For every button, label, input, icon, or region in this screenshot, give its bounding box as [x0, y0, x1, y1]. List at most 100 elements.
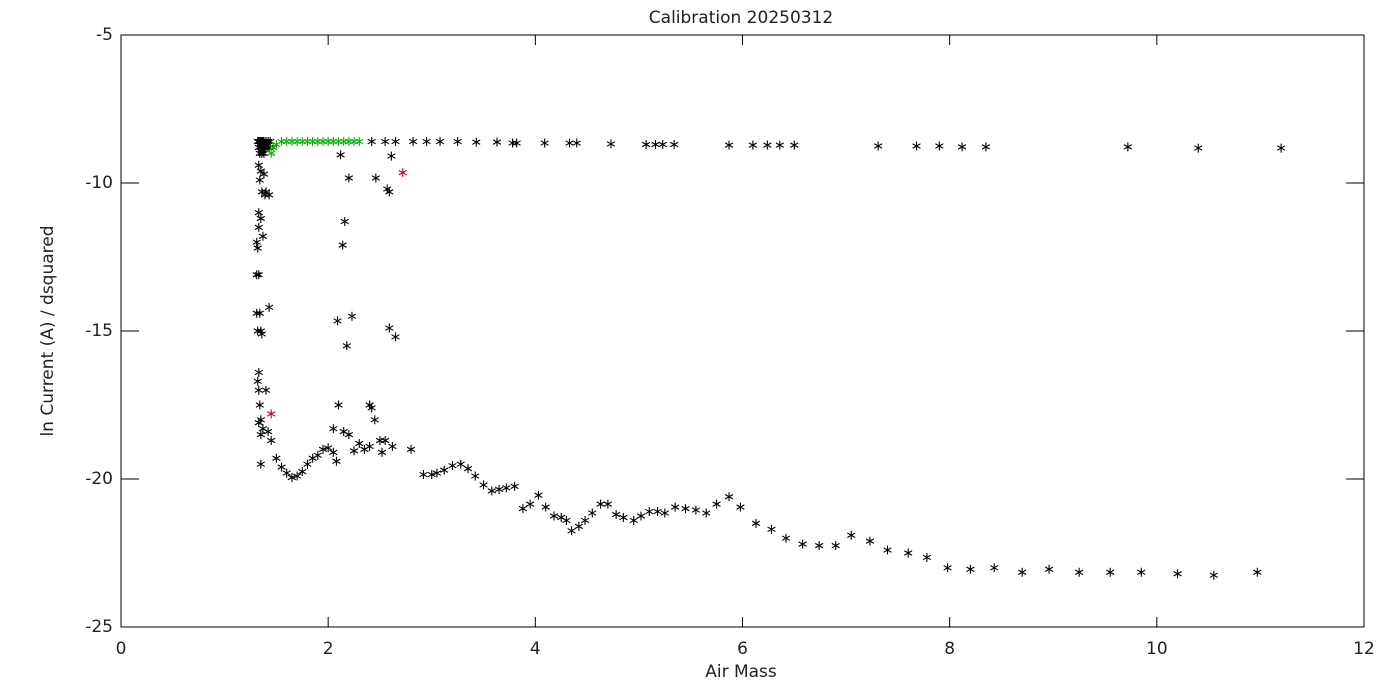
- scatter-point: [580, 515, 590, 525]
- x-tick-label: 12: [1353, 639, 1375, 659]
- scatter-point: [432, 468, 442, 478]
- scatter-point: [252, 237, 261, 247]
- scatter-point: [292, 471, 302, 481]
- y-tick-label: -5: [96, 25, 113, 45]
- scatter-point: [272, 453, 281, 463]
- scatter-point: [831, 541, 840, 551]
- scatter-point: [567, 526, 576, 536]
- scatter-point: [287, 473, 297, 483]
- scatter-point: [256, 430, 266, 440]
- scatter-point: [629, 515, 638, 525]
- scatter-point: [549, 511, 559, 521]
- scatter-point: [641, 140, 651, 150]
- scatter-point: [1253, 567, 1262, 577]
- scatter-point: [487, 486, 497, 496]
- scatter-point: [252, 270, 261, 280]
- scatter-point: [904, 548, 913, 558]
- scatter-point: [440, 465, 449, 475]
- scatter-point: [253, 243, 262, 253]
- scatter-point: [1137, 567, 1146, 577]
- scatter-point: [339, 137, 348, 147]
- scatter-point: [681, 504, 690, 514]
- scatter-point: [318, 137, 328, 147]
- scatter-point: [508, 138, 517, 148]
- scatter-point: [377, 447, 387, 457]
- scatter-point: [344, 173, 354, 183]
- scatter-point: [259, 148, 269, 158]
- scatter-point: [340, 216, 349, 226]
- scatter-point: [748, 140, 758, 150]
- scatter-point: [370, 415, 379, 425]
- scatter-point: [334, 137, 343, 147]
- scatter-point: [751, 518, 761, 528]
- scatter-point: [966, 564, 975, 574]
- scatter-point: [385, 323, 394, 333]
- scatter-point: [303, 459, 312, 469]
- scatter-point: [1106, 567, 1115, 577]
- scatter-point: [256, 214, 266, 224]
- scatter-point: [406, 444, 416, 454]
- scatter-point: [277, 462, 286, 472]
- scatter-point: [702, 508, 711, 518]
- x-tick-label: 8: [944, 639, 955, 659]
- y-tick-label: -15: [85, 321, 113, 341]
- scatter-point: [391, 332, 400, 342]
- scatter-point: [1209, 570, 1218, 580]
- scatter-point: [603, 499, 613, 509]
- scatter-point: [1018, 567, 1027, 577]
- scatter-point: [385, 187, 394, 197]
- scatter-point: [798, 539, 807, 549]
- scatter-point: [611, 510, 621, 520]
- y-tick-label: -20: [85, 469, 113, 489]
- scatter-point: [365, 441, 374, 451]
- scatter-point: [388, 441, 397, 451]
- scatter-point: [334, 400, 343, 410]
- scatter-point: [360, 444, 369, 454]
- scatter-point: [427, 470, 436, 480]
- scatter-point: [645, 507, 654, 517]
- scatter-point: [981, 142, 991, 152]
- scatter-point: [865, 536, 875, 546]
- scatter-point: [572, 138, 581, 148]
- scatter-point: [588, 508, 597, 518]
- scatter-point: [790, 140, 799, 150]
- scatter-point: [338, 240, 347, 250]
- x-tick-label: 6: [737, 639, 748, 659]
- y-tick-label: -25: [85, 617, 113, 637]
- scatter-point: [313, 450, 322, 460]
- x-tick-label: 0: [116, 639, 127, 659]
- scatter-point: [943, 563, 952, 573]
- scatter-point: [349, 137, 359, 147]
- scatter-point: [398, 168, 407, 178]
- scatter-point: [308, 137, 317, 147]
- x-tick-label: 4: [530, 639, 541, 659]
- scatter-point: [367, 137, 376, 147]
- scatter-point: [540, 138, 549, 148]
- scatter-point: [422, 137, 431, 147]
- x-tick-label: 2: [323, 639, 334, 659]
- scatter-point: [255, 400, 264, 410]
- scatter-point: [471, 471, 480, 481]
- scatter-point: [344, 430, 354, 440]
- scatter-point: [333, 316, 342, 326]
- scatter-point: [329, 424, 338, 434]
- scatter-point: [494, 484, 504, 494]
- scatter-point: [292, 137, 302, 147]
- scatter-point: [261, 187, 271, 197]
- scatter-point: [448, 461, 457, 471]
- scatter-point: [606, 139, 616, 149]
- chart-title: Calibration 20250312: [649, 8, 833, 28]
- scatter-point: [1044, 564, 1054, 574]
- scatter-point: [254, 367, 263, 377]
- scatter-point: [329, 137, 338, 147]
- scatter-point: [472, 137, 481, 147]
- scatter-point: [303, 137, 312, 147]
- scatter-point: [912, 141, 921, 151]
- scatter-point: [1276, 143, 1286, 153]
- scatter-point: [525, 499, 535, 509]
- scatter-point: [254, 418, 263, 428]
- scatter-point: [344, 137, 354, 147]
- scatter-point: [287, 137, 297, 147]
- scatter-point: [957, 142, 967, 152]
- scatter-point: [347, 311, 357, 321]
